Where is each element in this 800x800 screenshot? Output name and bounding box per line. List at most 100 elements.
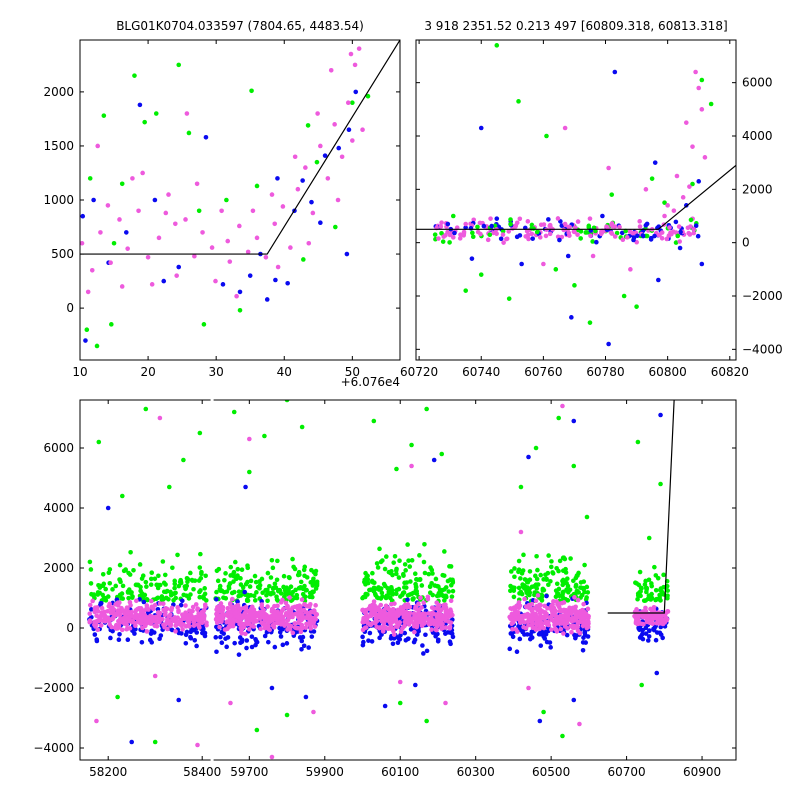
- data-point-blue: [652, 160, 658, 165]
- data-point-magenta: [339, 154, 345, 160]
- data-point-magenta: [109, 624, 114, 630]
- data-point-magenta: [413, 604, 419, 609]
- data-point-magenta: [251, 607, 257, 612]
- data-point-blue: [238, 640, 243, 646]
- x-tick-label: 60760: [524, 365, 562, 379]
- data-point-green: [534, 586, 540, 591]
- data-point-blue: [369, 639, 375, 644]
- data-point-magenta: [272, 221, 278, 227]
- x-tick-label: 59700: [230, 765, 268, 779]
- data-point-magenta: [557, 608, 563, 614]
- data-point-green: [274, 577, 280, 583]
- data-point-green: [508, 221, 513, 227]
- y-tick-label: 2000: [742, 182, 773, 196]
- data-point-blue: [514, 649, 520, 654]
- data-point-magenta: [166, 192, 171, 197]
- data-point-green: [214, 589, 219, 595]
- data-point-magenta: [303, 610, 308, 615]
- data-point-magenta: [204, 622, 209, 628]
- data-point-magenta: [295, 186, 301, 192]
- data-point-magenta: [560, 403, 565, 409]
- data-point-green: [392, 553, 398, 559]
- data-point-blue: [192, 637, 198, 643]
- data-point-green: [644, 585, 650, 591]
- data-point-green: [120, 583, 126, 589]
- data-point-magenta: [173, 623, 178, 628]
- data-point-magenta: [192, 253, 197, 259]
- data-point-green: [649, 591, 654, 597]
- data-point-magenta: [89, 267, 95, 273]
- data-point-blue: [494, 216, 500, 221]
- data-point-green: [132, 73, 137, 78]
- data-point-magenta: [380, 629, 386, 634]
- data-point-magenta: [191, 623, 197, 628]
- data-point-magenta: [690, 144, 695, 149]
- data-point-green: [590, 239, 595, 244]
- data-point-magenta: [547, 231, 553, 237]
- data-point-magenta: [547, 222, 553, 228]
- data-point-magenta: [139, 610, 145, 615]
- data-point-magenta: [154, 623, 160, 629]
- data-point-green: [478, 272, 484, 277]
- data-point-magenta: [352, 62, 358, 68]
- data-point-blue: [517, 636, 523, 642]
- data-point-magenta: [683, 120, 689, 125]
- data-point-blue: [507, 646, 513, 652]
- data-point-magenta: [647, 612, 653, 618]
- data-point-magenta: [389, 616, 395, 622]
- data-point-magenta: [263, 254, 269, 260]
- data-point-green: [223, 596, 229, 601]
- data-point-green: [533, 573, 538, 579]
- data-point-magenta: [382, 610, 387, 615]
- data-point-magenta: [399, 608, 404, 614]
- data-point-magenta: [392, 601, 397, 606]
- data-point-green: [548, 578, 553, 584]
- data-point-green: [184, 593, 189, 598]
- data-point-magenta: [190, 604, 196, 610]
- data-point-blue: [569, 315, 574, 320]
- data-point-magenta: [366, 606, 372, 611]
- data-point-magenta: [557, 601, 562, 606]
- data-point-magenta: [441, 602, 447, 608]
- data-point-magenta: [443, 618, 448, 623]
- data-point-green: [708, 101, 714, 107]
- data-point-blue: [176, 697, 181, 703]
- data-point-magenta: [136, 208, 141, 214]
- data-point-green: [371, 588, 377, 594]
- data-point-blue: [600, 213, 605, 219]
- data-point-green: [609, 192, 615, 197]
- data-point-magenta: [541, 222, 547, 227]
- data-point-magenta: [94, 613, 99, 619]
- data-point-green: [699, 77, 705, 83]
- data-point-blue: [695, 233, 701, 239]
- data-point-blue: [220, 282, 226, 287]
- data-point-magenta: [266, 620, 272, 626]
- data-point-green: [172, 581, 178, 587]
- data-point-magenta: [287, 626, 293, 632]
- data-point-green: [379, 590, 385, 596]
- data-point-green: [422, 570, 428, 576]
- data-point-blue: [300, 178, 305, 183]
- data-point-green: [412, 571, 418, 577]
- data-point-magenta: [446, 608, 452, 614]
- data-point-green: [155, 595, 161, 601]
- data-point-magenta: [558, 626, 564, 632]
- data-point-green: [393, 568, 399, 573]
- data-point-green: [176, 62, 182, 68]
- data-point-green: [257, 586, 262, 591]
- data-point-magenta: [310, 609, 316, 615]
- data-point-green: [543, 572, 548, 578]
- data-point-green: [380, 558, 385, 563]
- data-point-magenta: [702, 155, 708, 160]
- data-point-magenta: [144, 605, 150, 611]
- data-point-green: [405, 542, 410, 547]
- data-point-magenta: [556, 616, 562, 622]
- data-point-green: [178, 579, 184, 585]
- data-point-magenta: [412, 629, 417, 635]
- data-point-green: [290, 556, 295, 562]
- data-point-magenta: [360, 127, 365, 133]
- data-point-magenta: [313, 616, 319, 622]
- data-point-green: [531, 226, 536, 231]
- data-point-green: [268, 575, 274, 580]
- data-point-blue: [619, 230, 625, 236]
